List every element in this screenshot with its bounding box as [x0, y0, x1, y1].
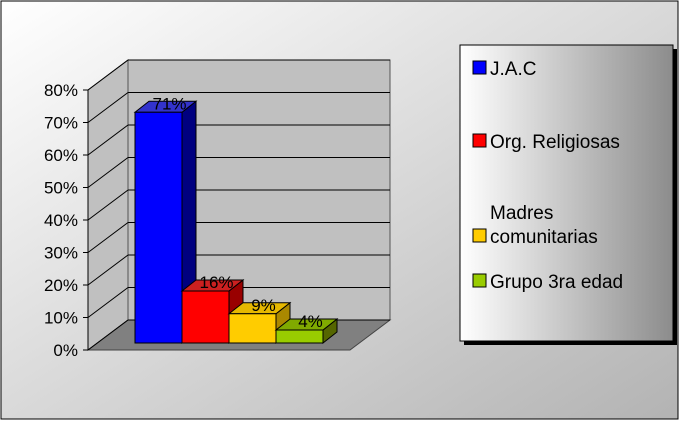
bar — [228, 313, 277, 344]
legend-label: Grupo 3ra edad — [490, 272, 623, 293]
gridline-side — [87, 92, 129, 123]
y-tick-label: 70% — [44, 114, 78, 133]
bars: 71% 16% 9% 4% — [133, 94, 339, 345]
bar-group: 4% — [274, 312, 339, 345]
gridline-side — [87, 222, 129, 253]
data-label: 71% — [152, 94, 186, 113]
legend-item: Madres comunitarias — [472, 203, 598, 248]
legend-box — [459, 44, 674, 342]
gridline-side — [87, 124, 129, 156]
y-tick-label: 80% — [44, 81, 78, 100]
gridline-side — [87, 287, 129, 318]
data-label: 4% — [298, 312, 323, 331]
legend-label: Org. Religiosas — [490, 132, 620, 153]
legend-swatch — [472, 60, 487, 75]
legend-item: Org. Religiosas — [472, 132, 620, 153]
y-tick-label: 20% — [44, 276, 78, 295]
gridline-side — [87, 319, 129, 351]
gridline-side — [87, 189, 129, 221]
plot-area: 0% 10% 20% 30% 40% 50% 60% 70% 80% 71% 16% 9% 4% — [44, 59, 392, 360]
gridline-side — [87, 59, 129, 91]
legend-swatch — [472, 228, 487, 243]
data-label: 16% — [199, 273, 233, 292]
y-tick-label: 30% — [44, 244, 78, 263]
legend-item: J.A.C — [472, 59, 536, 80]
y-tick-label: 0% — [53, 341, 78, 360]
legend: J.A.C Org. Religiosas Madres comunitarias Gr… — [459, 44, 677, 345]
bar — [275, 329, 324, 344]
y-tick-label: 60% — [44, 146, 78, 165]
data-label: 9% — [251, 296, 276, 315]
y-tick-label: 10% — [44, 309, 78, 328]
legend-label: J.A.C — [490, 59, 536, 80]
bar-group: 71% — [133, 94, 198, 345]
bar-group: 16% — [180, 273, 245, 345]
legend-label: Madres — [490, 203, 553, 224]
bar — [134, 111, 183, 344]
gridline-side — [87, 254, 129, 286]
bar — [181, 290, 230, 344]
legend-swatch — [472, 133, 487, 148]
y-tick-label: 40% — [44, 211, 78, 230]
y-tick-label: 50% — [44, 179, 78, 198]
gridline-side — [87, 157, 129, 188]
legend-item: Grupo 3ra edad — [472, 272, 623, 293]
legend-label: comunitarias — [490, 227, 598, 248]
legend-swatch — [472, 273, 487, 288]
